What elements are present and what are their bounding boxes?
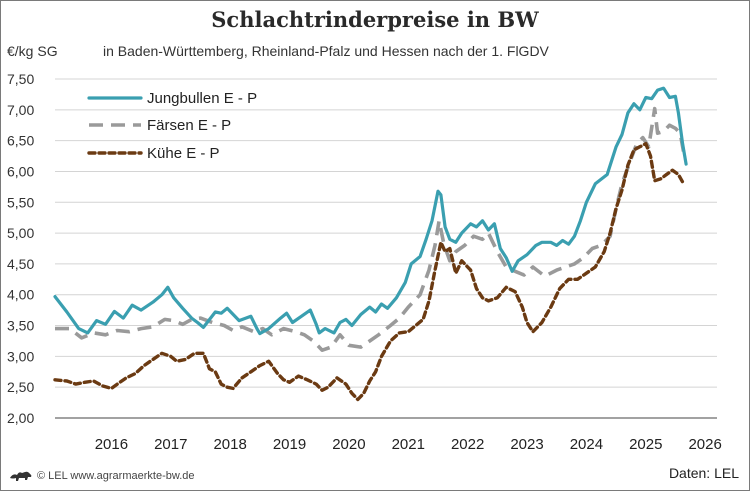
data-source: Daten: LEL — [668, 465, 739, 481]
series-line-0 — [53, 86, 688, 336]
x-tick-labels: 2016 2017 2018 2019 2020 2021 2022 2023 2024 2025… — [95, 436, 722, 453]
y-tick-label: 2,50 — [7, 379, 34, 395]
x-tick-label: 2017 — [154, 436, 187, 453]
x-tick-label: 2018 — [213, 436, 246, 453]
x-tick-label: 2023 — [510, 436, 543, 453]
y-tick-label: 4,00 — [7, 287, 34, 303]
y-tick-label: 6,00 — [7, 163, 34, 179]
x-tick-label: 2022 — [451, 436, 484, 453]
y-tick-labels: 2,00 2,50 3,00 3,50 4,00 4,50 5,00 5,50 6,00 6,50… — [7, 71, 34, 426]
y-tick-label: 2,00 — [7, 410, 34, 426]
legend-label: Färsen E - P — [147, 117, 231, 134]
x-tick-label: 2024 — [570, 436, 603, 453]
y-tick-label: 4,50 — [7, 256, 34, 272]
y-tick-label: 5,00 — [7, 225, 34, 241]
y-tick-label: 7,00 — [7, 102, 34, 118]
legend: Jungbullen E - P Färsen E - P Kühe E - P — [87, 90, 257, 162]
x-tick-label: 2016 — [95, 436, 128, 453]
x-tick-label: 2020 — [332, 436, 365, 453]
footer-copyright: © LEL www.agrarmaerkte-bw.de — [37, 470, 195, 482]
x-tick-label: 2026 — [688, 436, 721, 453]
y-axis-label: €/kg SG — [7, 43, 58, 59]
series-lines — [53, 86, 688, 402]
y-tick-label: 6,50 — [7, 133, 34, 149]
chart-subtitle: in Baden-Württemberg, Rheinland-Pfalz un… — [103, 43, 549, 59]
line-chart: 2,00 2,50 3,00 3,50 4,00 4,50 5,00 5,50 6,00 6,50… — [7, 71, 722, 453]
x-tick-label: 2021 — [392, 436, 425, 453]
y-tick-label: 7,50 — [7, 71, 34, 87]
grid-lines — [55, 78, 717, 419]
legend-label: Jungbullen E - P — [147, 90, 257, 107]
x-tick-label: 2019 — [273, 436, 306, 453]
y-tick-label: 5,50 — [7, 194, 34, 210]
lion-logo-icon — [10, 471, 32, 481]
series-line-2 — [53, 142, 686, 402]
legend-label: Kühe E - P — [147, 145, 220, 162]
x-tick-label: 2025 — [629, 436, 662, 453]
chart-title: Schlachtrinderpreise in BW — [211, 7, 539, 32]
y-tick-label: 3,00 — [7, 348, 34, 364]
y-tick-label: 3,50 — [7, 318, 34, 334]
series-line-1 — [55, 106, 687, 352]
